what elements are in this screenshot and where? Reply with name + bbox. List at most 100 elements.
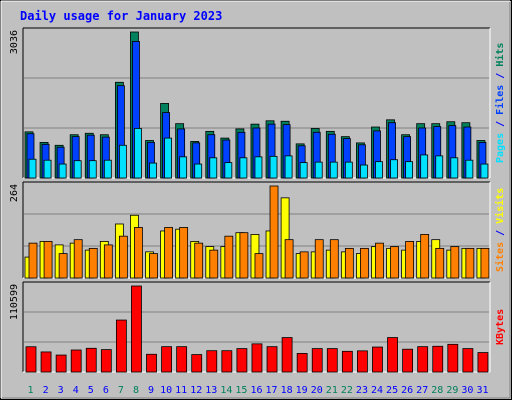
x-tick-label: 2 bbox=[43, 385, 49, 396]
kbytes-bar bbox=[432, 345, 444, 373]
sites-bar bbox=[480, 247, 490, 279]
x-tick-label: 19 bbox=[296, 385, 308, 396]
x-tick-label: 22 bbox=[341, 385, 353, 396]
sites-bar bbox=[73, 239, 83, 279]
x-tick-label: 13 bbox=[205, 385, 217, 396]
kbytes-bar bbox=[372, 346, 383, 373]
y-max-label: 110599 bbox=[9, 284, 20, 320]
x-tick-label: 6 bbox=[103, 385, 109, 396]
kbytes-bar bbox=[477, 352, 489, 373]
x-tick-label: 12 bbox=[190, 385, 202, 396]
kbytes-bar bbox=[221, 350, 233, 373]
kbytes-bar bbox=[311, 348, 323, 373]
sites-bar bbox=[420, 234, 430, 279]
x-tick-label: 24 bbox=[371, 385, 383, 396]
x-tick-label: 5 bbox=[88, 385, 94, 396]
pages-bar bbox=[435, 155, 444, 179]
pages-bar bbox=[314, 161, 323, 179]
pages-bar bbox=[134, 128, 142, 179]
legend-entry: Sites bbox=[494, 242, 506, 272]
kbytes-bar bbox=[447, 343, 459, 373]
pages-bar bbox=[299, 162, 308, 179]
pages-bar bbox=[450, 157, 459, 179]
pages-bar bbox=[43, 159, 52, 179]
x-tick-label: 9 bbox=[148, 385, 154, 396]
kbytes-bar bbox=[55, 354, 67, 373]
x-tick-label: 3 bbox=[58, 385, 64, 396]
pages-bar bbox=[73, 160, 82, 179]
kbytes-bar bbox=[100, 349, 112, 373]
legend-2: Sites / Visits bbox=[494, 188, 506, 272]
sites-bar bbox=[134, 227, 143, 279]
kbytes-bar bbox=[462, 348, 474, 373]
sites-bar bbox=[239, 232, 249, 279]
kbytes-bar bbox=[70, 349, 82, 373]
sites-bar bbox=[314, 239, 324, 279]
x-tick-label: 25 bbox=[386, 385, 398, 396]
pages-bar bbox=[209, 157, 218, 179]
pages-bar bbox=[88, 160, 97, 179]
sites-bar bbox=[149, 253, 158, 279]
sites-bar bbox=[224, 235, 234, 279]
kbytes-bar bbox=[236, 348, 248, 373]
x-tick-label: 27 bbox=[416, 385, 428, 396]
x-tick-label: 10 bbox=[160, 385, 172, 396]
y-max-label: 264 bbox=[9, 184, 20, 202]
legend-entry: / bbox=[495, 224, 506, 242]
pages-bar bbox=[390, 159, 398, 179]
pages-bar bbox=[465, 159, 474, 179]
x-tick-label: 7 bbox=[118, 385, 124, 396]
x-tick-label: 21 bbox=[326, 385, 338, 396]
sites-bar bbox=[194, 242, 204, 279]
x-tick-label: 29 bbox=[446, 385, 458, 396]
x-tick-label: 30 bbox=[461, 385, 473, 396]
sites-bar bbox=[390, 246, 399, 279]
legend-entry: Pages bbox=[495, 133, 506, 163]
sites-bar bbox=[103, 244, 113, 279]
kbytes-bar bbox=[387, 337, 398, 373]
legend-entry: / bbox=[495, 67, 506, 85]
chart-title: Daily usage for January 2023 bbox=[20, 9, 222, 23]
sites-bar bbox=[28, 242, 38, 279]
sites-bar bbox=[360, 247, 369, 279]
kbytes-bar bbox=[146, 353, 157, 373]
kbytes-bar bbox=[131, 285, 142, 373]
legend-entry: / bbox=[495, 115, 506, 133]
x-tick-label: 18 bbox=[281, 385, 293, 396]
sites-bar bbox=[179, 227, 189, 279]
pages-bar bbox=[360, 164, 368, 179]
legend-entry: Hits bbox=[494, 43, 506, 67]
pages-bar bbox=[58, 163, 67, 179]
kbytes-bar bbox=[357, 350, 368, 373]
x-tick-label: 26 bbox=[401, 385, 413, 396]
sites-bar bbox=[58, 253, 68, 279]
kbytes-bar bbox=[326, 348, 338, 373]
sites-bar bbox=[209, 249, 219, 279]
sites-bar bbox=[465, 247, 475, 279]
x-tick-label: 28 bbox=[431, 385, 443, 396]
x-tick-label: 17 bbox=[266, 385, 278, 396]
pages-bar bbox=[284, 155, 293, 179]
pages-bar bbox=[480, 163, 489, 179]
kbytes-bar bbox=[402, 348, 414, 373]
legend-entry: Files bbox=[494, 85, 506, 115]
sites-bar bbox=[299, 251, 309, 279]
kbytes-bar bbox=[191, 354, 203, 373]
sites-bar bbox=[43, 241, 53, 279]
legend-3: KBytes bbox=[495, 309, 506, 345]
x-tick-label: 16 bbox=[250, 385, 262, 396]
sites-bar bbox=[450, 246, 460, 279]
kbytes-bar bbox=[296, 353, 308, 373]
sites-bar bbox=[284, 239, 294, 279]
pages-bar bbox=[179, 156, 188, 179]
sites-bar bbox=[375, 242, 384, 279]
kbytes-bar bbox=[176, 346, 188, 373]
pages-bar bbox=[194, 163, 203, 179]
pages-bar bbox=[329, 161, 338, 179]
x-tick-label: 15 bbox=[235, 385, 247, 396]
x-tick-label: 14 bbox=[220, 385, 232, 396]
x-tick-label: 11 bbox=[175, 385, 187, 396]
y-max-label: 3036 bbox=[9, 30, 20, 54]
sites-bar bbox=[344, 247, 354, 279]
